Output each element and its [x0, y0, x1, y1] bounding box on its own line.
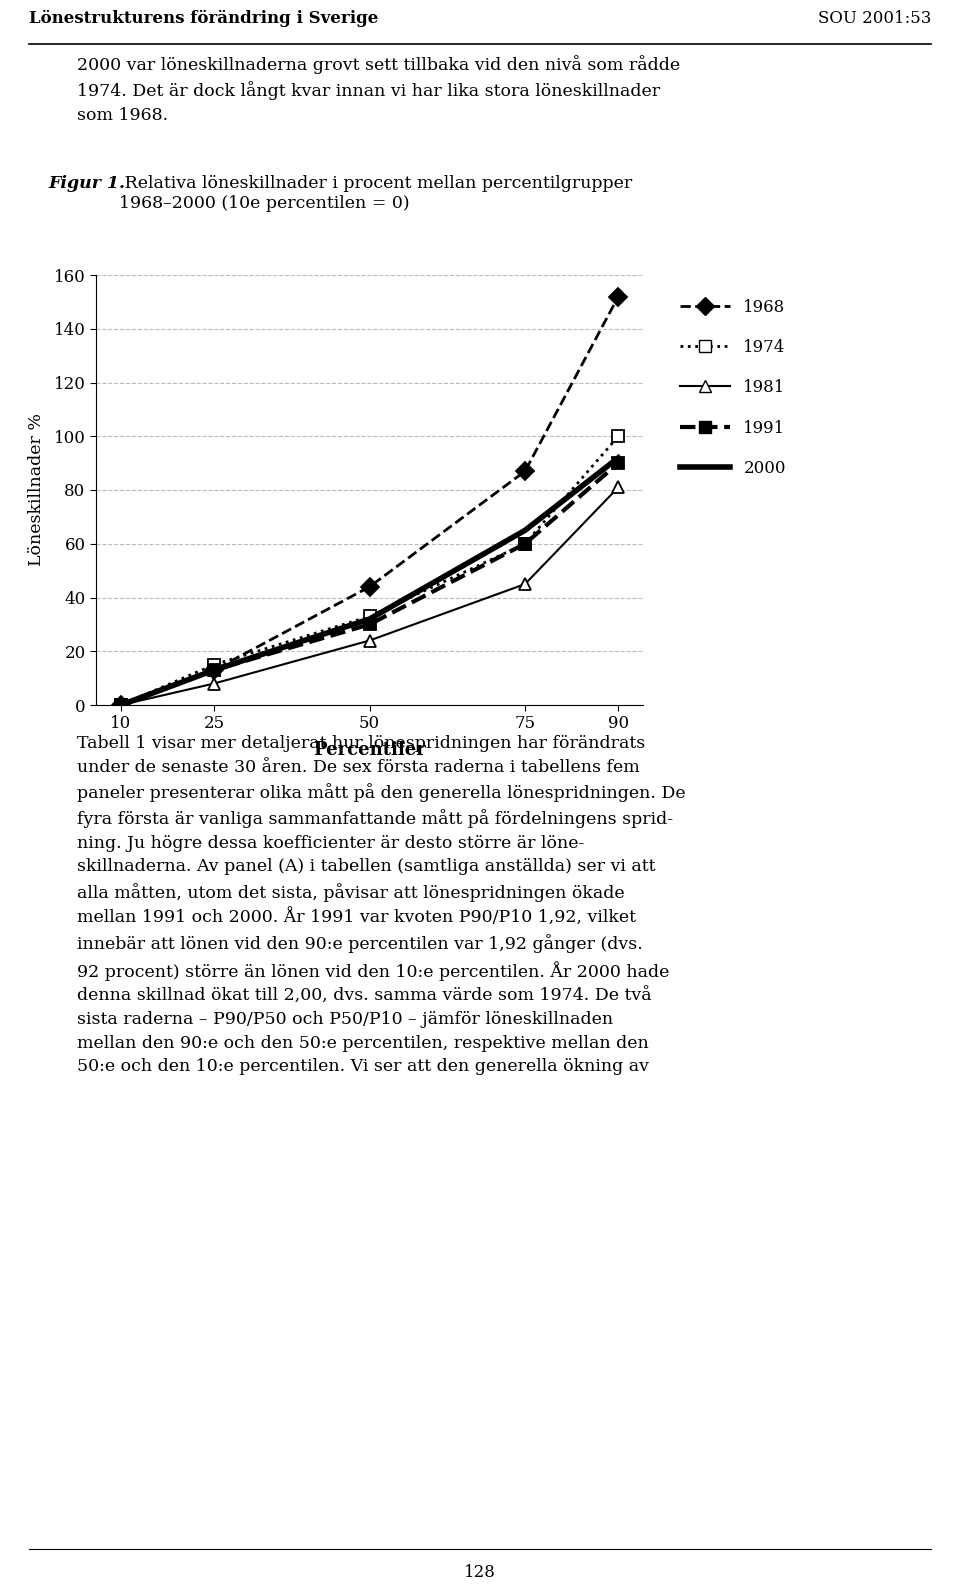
1991 — [519, 534, 531, 553]
Line: 1974: 1974 — [114, 429, 625, 711]
Text: 2000 var löneskillnaderna grovt sett tillbaka vid den nivå som rådde
1974. Det ä: 2000 var löneskillnaderna grovt sett til… — [77, 56, 680, 124]
Y-axis label: Löneskillnader %: Löneskillnader % — [29, 413, 45, 566]
1968 — [519, 461, 531, 480]
1974 — [612, 426, 624, 445]
Text: 128: 128 — [464, 1565, 496, 1580]
Text: Tabell 1 visar mer detaljerat hur lönespridningen har förändrats
under de senast: Tabell 1 visar mer detaljerat hur lönesp… — [77, 735, 685, 1075]
Text: Figur 1.: Figur 1. — [48, 175, 125, 192]
1974 — [364, 607, 375, 626]
2000 — [208, 660, 220, 679]
1981 — [115, 695, 127, 714]
1968 — [612, 286, 624, 305]
1991 — [208, 660, 220, 679]
1991 — [364, 615, 375, 634]
1968 — [115, 695, 127, 714]
2000 — [364, 609, 375, 628]
2000 — [519, 522, 531, 541]
1981 — [519, 574, 531, 593]
Text: Lönestrukturens förändring i Sverige: Lönestrukturens förändring i Sverige — [29, 10, 378, 27]
X-axis label: Percentiler: Percentiler — [313, 741, 426, 758]
Line: 2000: 2000 — [121, 458, 618, 704]
2000 — [612, 448, 624, 467]
2000 — [115, 695, 127, 714]
1968 — [364, 577, 375, 596]
Text: SOU 2001:53: SOU 2001:53 — [818, 10, 931, 27]
Line: 1991: 1991 — [114, 456, 625, 711]
1974 — [208, 655, 220, 674]
1981 — [364, 631, 375, 650]
1974 — [115, 695, 127, 714]
Legend: 1968, 1974, 1981, 1991, 2000: 1968, 1974, 1981, 1991, 2000 — [673, 293, 793, 483]
Line: 1968: 1968 — [114, 291, 625, 711]
Line: 1981: 1981 — [114, 482, 625, 711]
1968 — [208, 660, 220, 679]
1991 — [612, 453, 624, 472]
1981 — [612, 477, 624, 496]
1991 — [115, 695, 127, 714]
1981 — [208, 674, 220, 693]
Text: Relativa löneskillnader i procent mellan percentilgrupper
1968–2000 (10e percent: Relativa löneskillnader i procent mellan… — [119, 175, 632, 211]
1974 — [519, 534, 531, 553]
